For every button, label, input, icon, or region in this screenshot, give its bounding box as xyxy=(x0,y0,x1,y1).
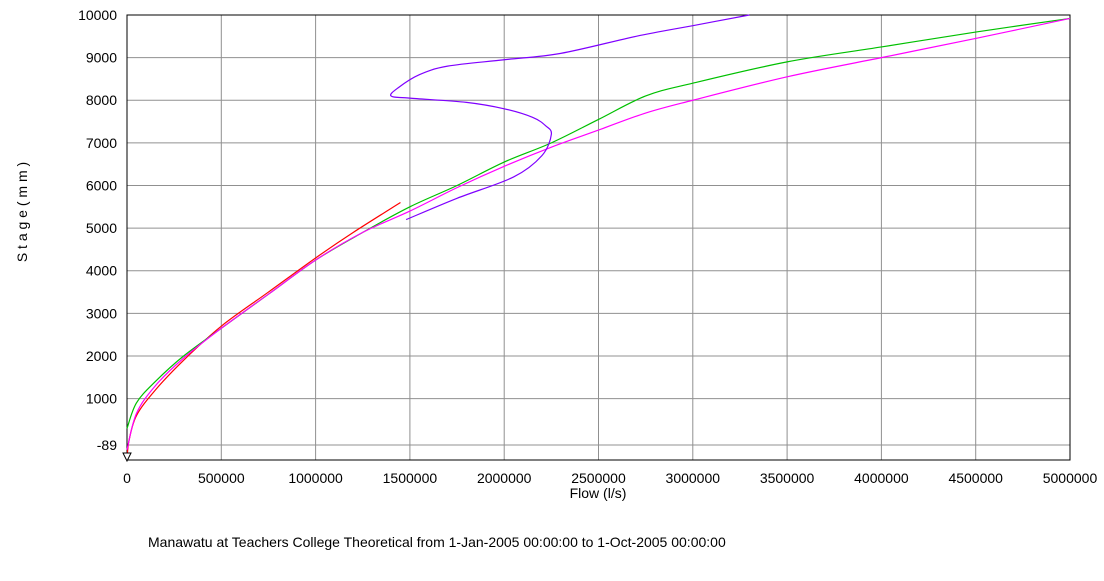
y-tick-label: 2000 xyxy=(86,348,117,364)
x-tick-label: 1500000 xyxy=(383,470,438,486)
y-tick-label: 6000 xyxy=(86,177,117,193)
y-tick-label: 7000 xyxy=(86,135,117,151)
series-layer xyxy=(126,14,1071,461)
y-tick-label: 3000 xyxy=(86,305,117,321)
chart-caption: Manawatu at Teachers College Theoretical… xyxy=(148,534,726,550)
x-tick-label: 3500000 xyxy=(760,470,815,486)
x-tick-label: 1000000 xyxy=(288,470,343,486)
y-tick-labels: -89 1000 2000 3000 4000 5000 6000 7000 8000 9000 1… xyxy=(78,7,117,453)
y-tick-label: -89 xyxy=(97,437,117,453)
y-tick-label: 8000 xyxy=(86,92,117,108)
x-tick-label: 2000000 xyxy=(477,470,532,486)
y-axis-title: S t a g e ( m m ) xyxy=(14,162,30,262)
y-tick-label: 5000 xyxy=(86,220,117,236)
x-tick-label: 3000000 xyxy=(666,470,721,486)
y-tick-label: 9000 xyxy=(86,50,117,66)
origin-down-arrow-icon xyxy=(122,452,132,463)
series-line-magenta xyxy=(126,17,1071,450)
y-tick-label: 10000 xyxy=(78,7,117,23)
x-tick-label: 2500000 xyxy=(571,470,626,486)
x-tick-label: 500000 xyxy=(198,470,245,486)
x-tick-label: 4000000 xyxy=(854,470,909,486)
y-tick-label: 1000 xyxy=(86,391,117,407)
series-line-green xyxy=(126,17,1071,429)
x-tick-label: 5000000 xyxy=(1043,470,1098,486)
x-tick-label: 0 xyxy=(123,470,131,486)
y-tick-label: 4000 xyxy=(86,263,117,279)
series-line-purple xyxy=(390,14,750,221)
x-axis-title: Flow (l/s) xyxy=(570,485,627,501)
x-tick-labels: 0 500000 1000000 1500000 2000000 2500000 30000… xyxy=(123,470,1097,486)
x-tick-label: 4500000 xyxy=(948,470,1003,486)
plot-frame xyxy=(126,14,1071,461)
